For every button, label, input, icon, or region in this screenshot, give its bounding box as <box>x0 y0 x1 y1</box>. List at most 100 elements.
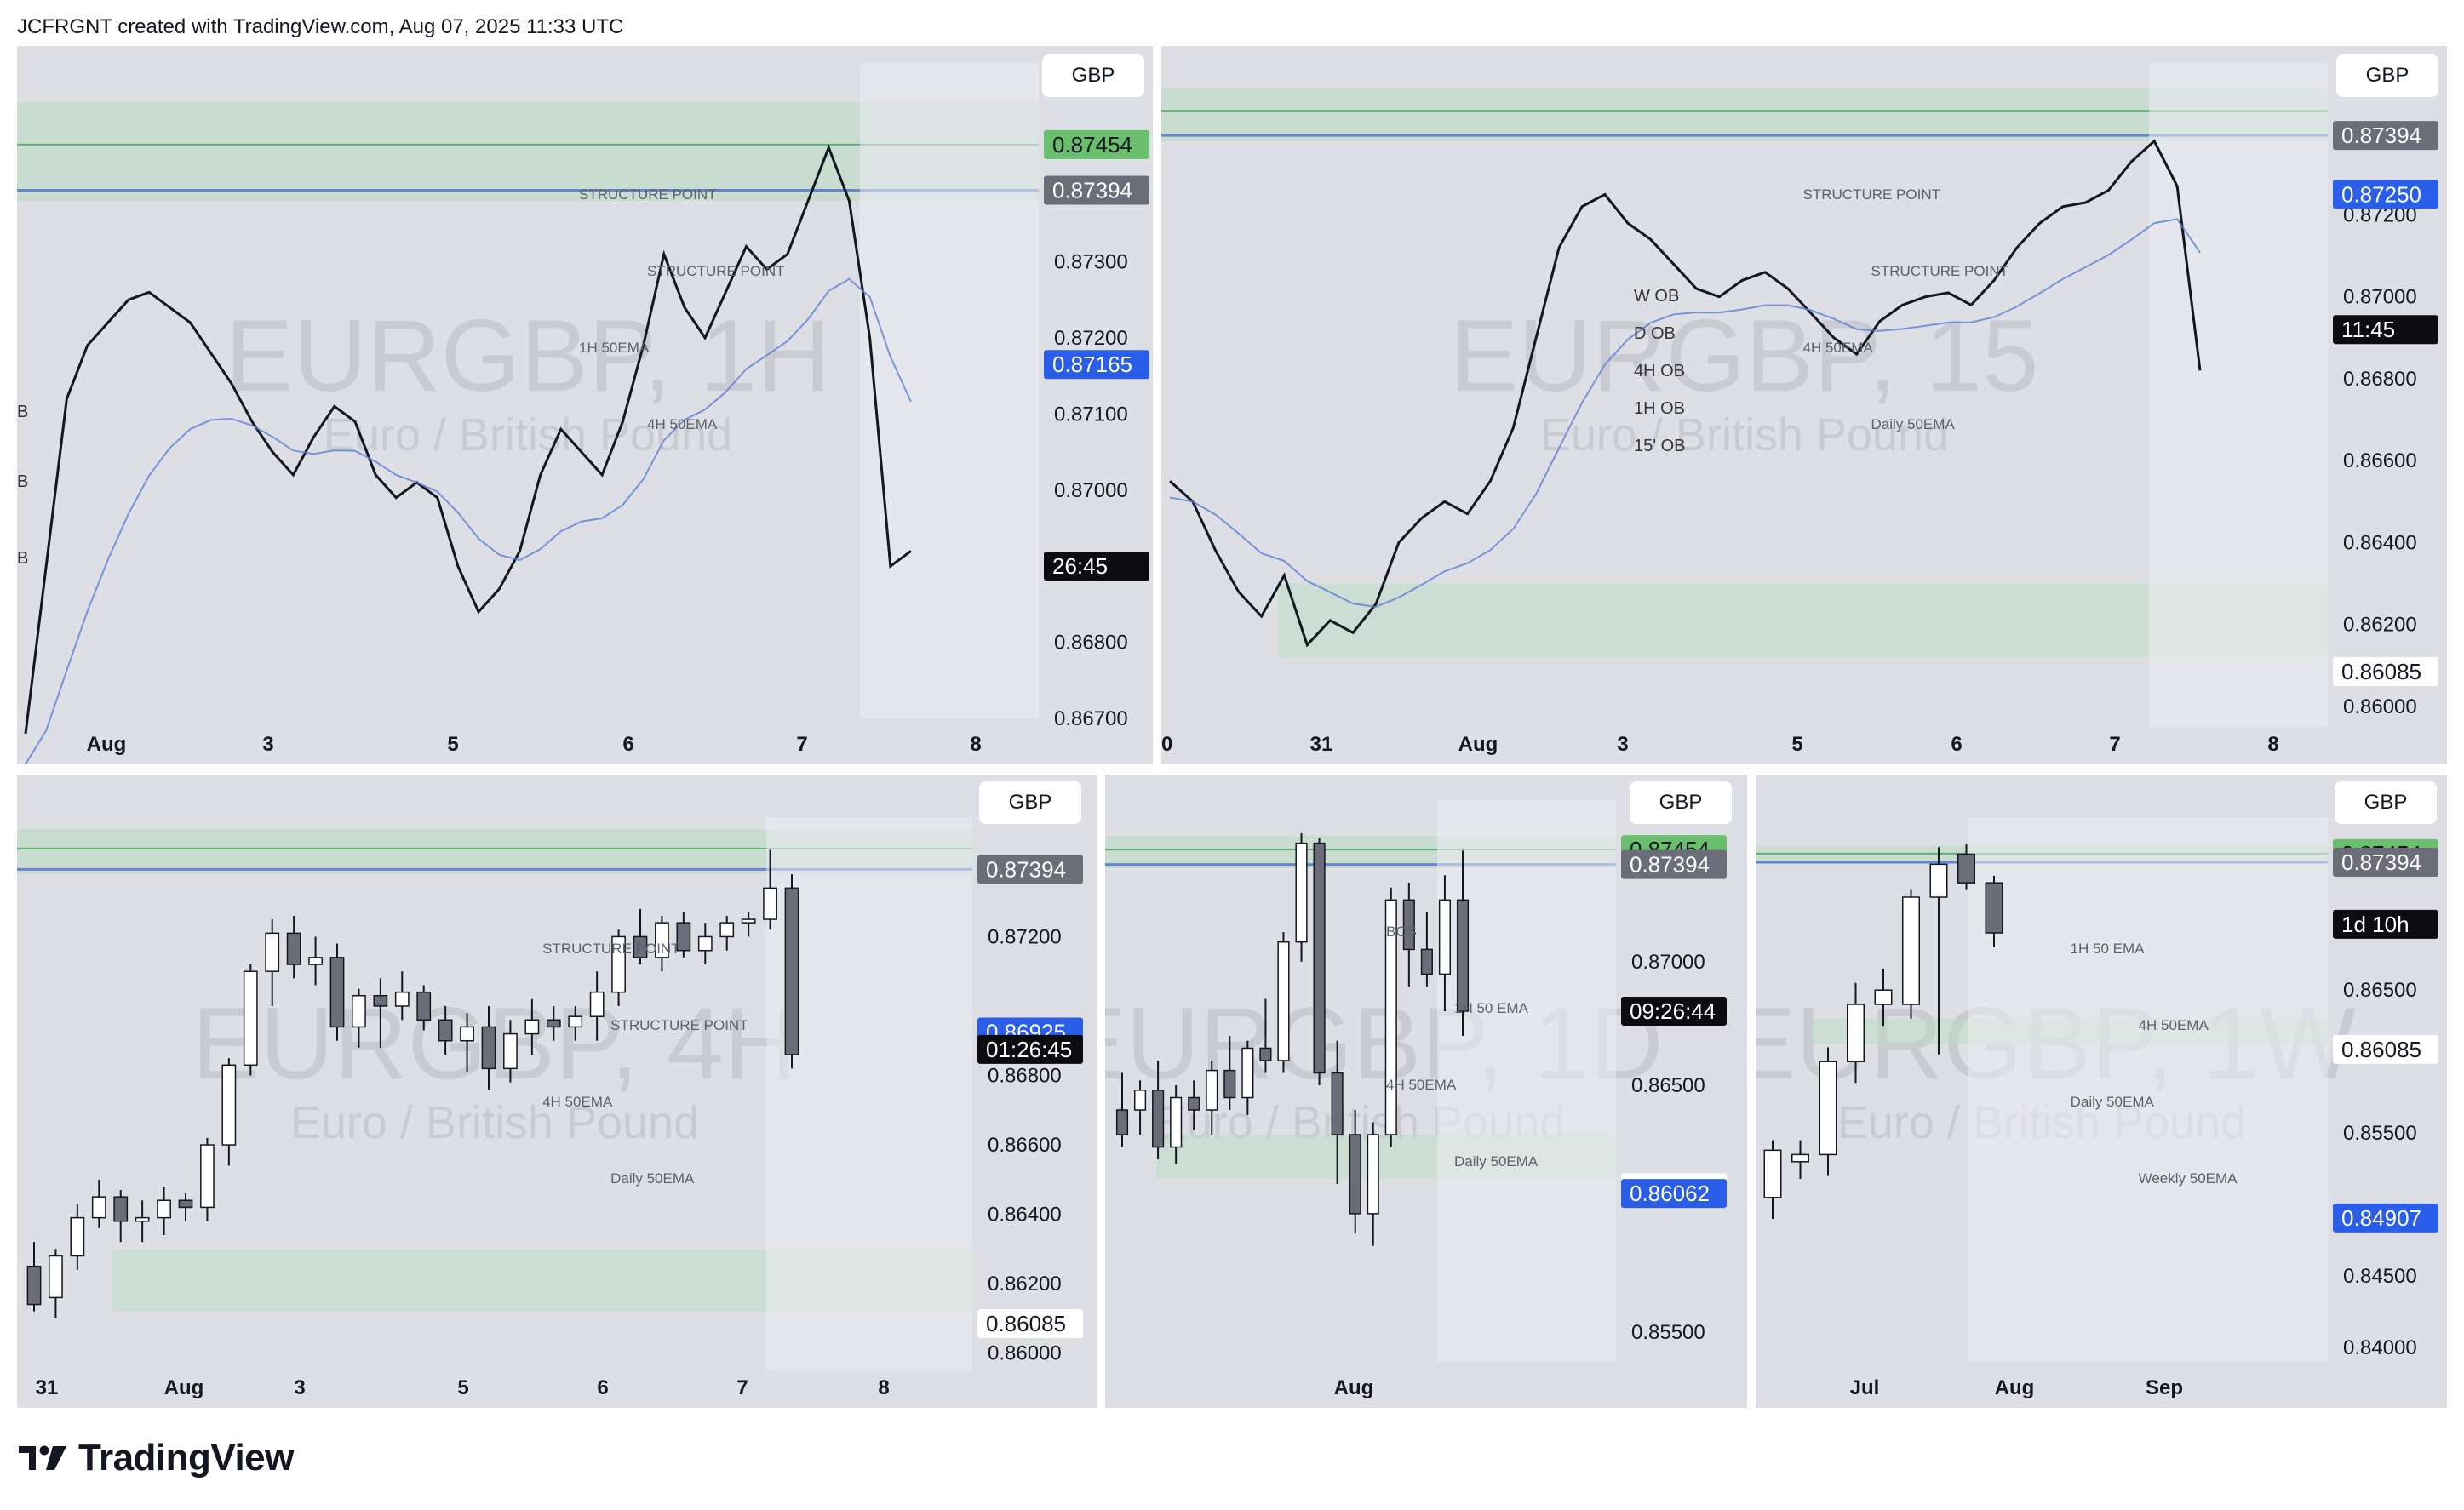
y-tick-label: 0.87200 <box>988 925 1062 948</box>
candle-body <box>1420 948 1433 975</box>
y-tick-label: 0.86800 <box>2343 368 2417 391</box>
price-badge-green <box>1044 129 1149 159</box>
y-tick-label: 0.86000 <box>988 1342 1062 1365</box>
currency-badge[interactable]: GBP <box>1042 54 1144 97</box>
y-tick-label: 0.86500 <box>1631 1074 1705 1097</box>
y-tick-label: 0.87000 <box>2343 286 2417 309</box>
y-tick-label: 0.86200 <box>2343 614 2417 637</box>
candle-body <box>568 1015 583 1028</box>
x-tick-label: Sep <box>2146 1376 2183 1399</box>
y-tick-label: 0.87000 <box>1631 951 1705 974</box>
candle-body <box>1384 899 1397 1135</box>
candle-body <box>1957 853 1975 884</box>
price-badge-black <box>1621 996 1727 1026</box>
price-badge-grey <box>977 855 1083 884</box>
price-badge-text: 0.84907 <box>2341 1205 2421 1231</box>
candle-body <box>70 1216 85 1257</box>
annotation-label: STRUCTURE POINT <box>1803 186 1941 203</box>
candle-body <box>1985 882 2003 934</box>
ema-line <box>25 277 912 764</box>
projection-area <box>2149 63 2328 727</box>
y-tick-label: 0.86600 <box>988 1134 1062 1157</box>
candle-body <box>589 991 605 1017</box>
candle-body <box>1133 1090 1147 1111</box>
x-tick-label: Aug <box>1995 1376 2035 1399</box>
annotation-label: Daily 50EMA <box>610 1170 695 1187</box>
candle-body <box>329 957 345 1028</box>
candle-body <box>1170 1096 1183 1148</box>
legend-entry: D OB <box>1634 324 1676 343</box>
x-tick-label: 6 <box>622 733 633 756</box>
candle-body <box>265 932 280 972</box>
candle-body <box>1763 1149 1782 1198</box>
candle-body <box>611 935 626 993</box>
price-badge-text: 0.87250 <box>2341 181 2421 207</box>
price-badge-text: 1d 10h <box>2341 912 2410 937</box>
supply-zone <box>1161 88 2328 141</box>
candle-body <box>200 1144 215 1209</box>
chart-panel-15m[interactable]: EURGBP, 15 Euro / British Pound STRUCTURE … <box>1161 46 2447 764</box>
candle-body <box>1402 899 1415 951</box>
price-badge-white <box>2333 657 2438 687</box>
candle-body <box>373 994 388 1007</box>
price-badge-blue <box>1044 350 1149 380</box>
currency-badge[interactable]: GBP <box>1630 781 1732 824</box>
candle-body <box>308 957 323 965</box>
price-badge-black <box>1044 552 1149 581</box>
x-tick-label: 7 <box>736 1376 748 1399</box>
candle-body <box>26 1265 42 1306</box>
tradingview-logo-icon <box>19 1445 66 1470</box>
price-badge-white <box>977 1308 1083 1338</box>
candle-body <box>1367 1134 1379 1215</box>
price-badge-white <box>2333 1034 2438 1064</box>
annotation-label: 4H 50EMA <box>1386 1077 1457 1093</box>
candle-body <box>697 935 713 952</box>
candle-body <box>91 1196 106 1219</box>
chart-panel-1d[interactable]: EURGBP, 1D Euro / British Pound BOS 1H 50 E… <box>1105 775 1747 1408</box>
candle-body <box>416 991 432 1021</box>
x-tick-label: 6 <box>597 1376 608 1399</box>
price-badge-text: 01:26:45 <box>986 1037 1072 1062</box>
price-badge-text: 26:45 <box>1052 553 1108 579</box>
watermark-subtitle: Euro / British Pound <box>324 409 732 460</box>
currency-badge[interactable]: GBP <box>2336 54 2438 97</box>
currency-badge[interactable]: GBP <box>979 781 1081 824</box>
x-tick-label: 8 <box>2267 733 2278 756</box>
price-badge-text: 0.86062 <box>1630 1181 1710 1206</box>
candle-body <box>438 1019 453 1042</box>
price-badge-grey <box>1621 849 1727 879</box>
candle-body <box>741 918 756 924</box>
x-tick-label: 3 <box>1617 733 1628 756</box>
chart-panel-1h[interactable]: EURGBP, 1H Euro / British Pound STRUCTURE … <box>17 46 1153 764</box>
y-tick-label: 0.87200 <box>1054 327 1128 350</box>
price-badge-blue <box>2333 1203 2438 1233</box>
candle-body <box>1115 1109 1129 1135</box>
annotation-label: Weekly 50EMA <box>2139 1170 2238 1187</box>
x-tick-label: Aug <box>164 1376 204 1399</box>
watermark-subtitle: Euro / British Pound <box>290 1097 699 1148</box>
annotation-label: BOS <box>1386 924 1417 940</box>
x-tick-label: 3 <box>262 733 273 756</box>
price-badge-black <box>977 1034 1083 1064</box>
x-tick-label: Aug <box>1458 733 1498 756</box>
price-badge-black <box>2333 909 2438 939</box>
currency-badge[interactable]: GBP <box>2335 781 2437 824</box>
candle-body <box>243 970 258 1067</box>
annotation-label: 4H 50EMA <box>2139 1017 2209 1033</box>
chart-panel-4h[interactable]: EURGBP, 4H Euro / British Pound STRUCTURE … <box>17 775 1097 1408</box>
x-tick-label: 31 <box>36 1376 59 1399</box>
y-tick-label: 0.86600 <box>2343 449 2417 472</box>
candle-body <box>157 1199 171 1219</box>
y-tick-label: 0.85500 <box>2343 1122 2417 1145</box>
candle-body <box>113 1196 129 1222</box>
chart-panel-1w[interactable]: EURGBP, 1WEuro / British Pound1H 50 EMA4… <box>1756 775 2447 1408</box>
chart-1w-svg: EURGBP, 1WEuro / British Pound1H 50 EMA4… <box>1756 817 2438 1399</box>
y-tick-label: 0.86400 <box>988 1204 1062 1227</box>
tradingview-logo[interactable]: TradingView <box>17 1437 294 1479</box>
x-tick-label: 8 <box>878 1376 889 1399</box>
candle-body <box>1874 989 1893 1005</box>
x-tick-label: 3 <box>294 1376 305 1399</box>
x-tick-label: 7 <box>2109 733 2120 756</box>
watermark-symbol: EURGBP, 1H <box>225 299 830 413</box>
